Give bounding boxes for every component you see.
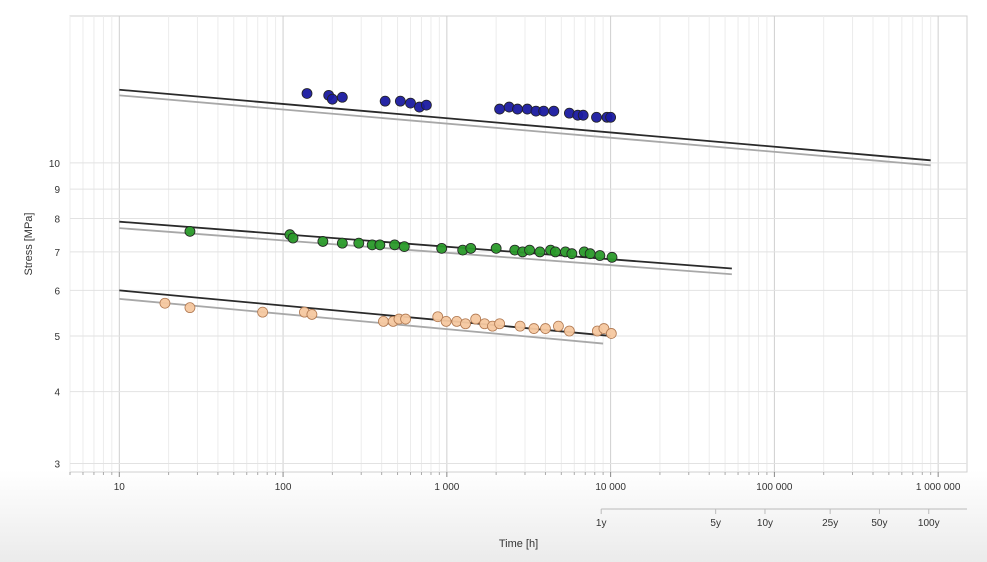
y-tick-label: 5 [54, 332, 60, 343]
series-1-point [512, 103, 523, 115]
series-2-point [353, 237, 365, 249]
series-1-point [394, 95, 406, 107]
y-axis-title: Stress [MPa] [23, 213, 35, 276]
series-2-point [374, 239, 386, 251]
series-2-lower-line [119, 227, 732, 276]
series-1-point [301, 88, 313, 99]
series-1-point [605, 111, 617, 123]
y-tick-label: 7 [54, 248, 60, 259]
series-2-point [490, 242, 502, 254]
series-1-point [577, 109, 589, 121]
y-tick-label: 10 [49, 159, 61, 170]
series-2-point [566, 248, 578, 260]
bottom-shade [0, 470, 987, 562]
series-2-point [534, 246, 546, 258]
x-tick-label: 100 000 [756, 482, 793, 493]
series-2-point [398, 241, 410, 253]
series-2-point [549, 246, 561, 258]
y-tick-label: 6 [54, 286, 60, 297]
series-1-fit-line [119, 88, 931, 162]
series-3-point [540, 323, 551, 334]
series-1-point [336, 91, 348, 103]
series-2-point [606, 251, 618, 263]
x-axis-title: Time [h] [499, 538, 538, 550]
series-3-point [598, 323, 610, 334]
series-3-point [514, 320, 526, 332]
series-3-point [528, 323, 540, 334]
series-2-point [594, 250, 606, 261]
secondary-tick-label: 1y [596, 518, 607, 529]
series-1-point [548, 105, 560, 117]
secondary-tick-label: 5y [710, 518, 721, 529]
y-tick-label: 9 [54, 185, 60, 196]
series-3-point [400, 313, 412, 325]
series-3-point [494, 318, 506, 330]
series-2-point [524, 244, 535, 256]
series-3-point [306, 309, 318, 320]
series-2-point [389, 239, 401, 251]
series-3-point [378, 315, 389, 327]
x-tick-label: 1 000 000 [916, 482, 961, 493]
series-2-point [317, 236, 329, 247]
y-tick-label: 8 [54, 215, 60, 226]
series-1-point [405, 97, 416, 109]
x-tick-label: 1 000 [434, 482, 459, 493]
series-3-lower-line [119, 297, 604, 345]
series-3-point [257, 306, 269, 318]
series-1-point [326, 93, 338, 105]
series-3-point [159, 297, 171, 309]
y-tick-label: 3 [54, 460, 60, 471]
series-2-point [436, 242, 448, 254]
series-3-point [605, 328, 617, 339]
secondary-tick-label: 50y [871, 518, 887, 529]
series-2-point [184, 225, 196, 237]
series-1-point [591, 111, 602, 123]
secondary-tick-label: 10y [757, 518, 773, 529]
series-2-fit-line [119, 220, 732, 270]
series-1-point [494, 103, 506, 115]
series-3-point [563, 325, 575, 337]
series-2-point [465, 242, 477, 254]
y-tick-label: 4 [54, 388, 60, 399]
series-2-point [584, 248, 596, 260]
series-3-point [432, 311, 444, 323]
series-2-point [336, 237, 348, 249]
series-1-point [538, 105, 550, 117]
secondary-tick-label: 25y [822, 518, 838, 529]
series-3-point [553, 320, 564, 332]
series-1-point [420, 99, 432, 111]
series-3-point [460, 318, 471, 330]
x-tick-label: 100 [275, 482, 292, 493]
series-3-point [184, 302, 196, 314]
series-3-point [440, 315, 452, 327]
x-tick-label: 10 000 [595, 482, 626, 493]
plot-area [69, 15, 968, 473]
series-1-lower-line [119, 94, 931, 167]
x-tick-label: 10 [114, 482, 126, 493]
series-3-point [470, 313, 482, 325]
series-2-point [287, 232, 299, 244]
series-1-point [379, 95, 391, 107]
secondary-tick-label: 100y [918, 518, 940, 529]
